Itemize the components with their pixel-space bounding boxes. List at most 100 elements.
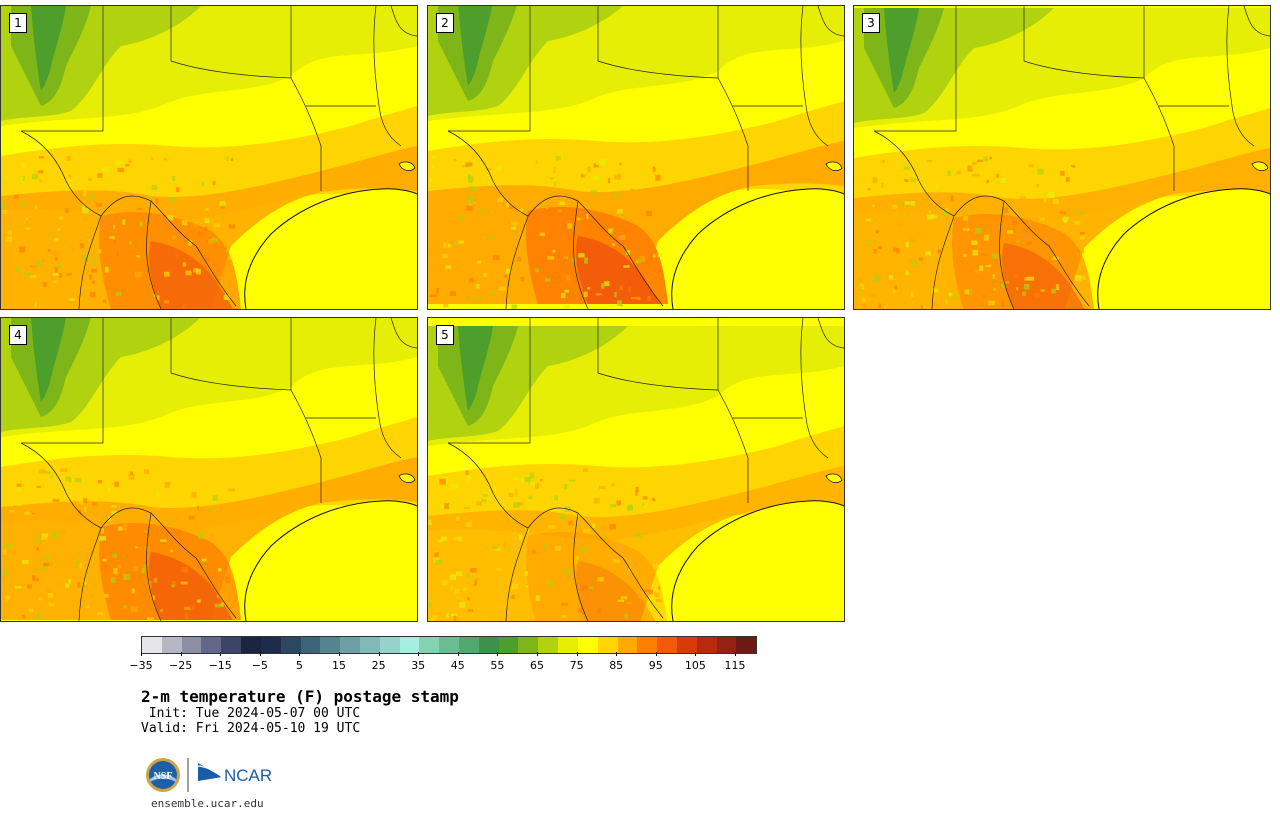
terrain-speckle bbox=[21, 163, 26, 168]
terrain-speckle bbox=[130, 471, 133, 475]
terrain-speckle bbox=[450, 613, 458, 617]
terrain-speckle bbox=[950, 195, 954, 201]
state-border bbox=[1023, 6, 1175, 191]
terrain-speckle bbox=[485, 497, 489, 500]
terrain-speckle bbox=[931, 303, 938, 309]
member-number: 3 bbox=[862, 13, 880, 33]
terrain-speckle bbox=[17, 503, 23, 506]
terrain-speckle bbox=[644, 589, 650, 592]
terrain-speckle bbox=[147, 580, 152, 587]
member-panel-2: 2 bbox=[427, 5, 845, 310]
terrain-speckle bbox=[878, 246, 882, 250]
terrain-speckle bbox=[908, 258, 913, 264]
terrain-speckle bbox=[53, 280, 57, 283]
terrain-speckle bbox=[143, 564, 147, 570]
terrain-speckle bbox=[180, 581, 188, 585]
terrain-speckle bbox=[926, 159, 933, 163]
terrain-speckle bbox=[1016, 287, 1019, 291]
colorbar-segment bbox=[419, 637, 440, 653]
terrain-speckle bbox=[561, 599, 565, 604]
terrain-speckle bbox=[617, 209, 623, 214]
terrain-speckle bbox=[594, 165, 599, 168]
terrain-speckle bbox=[104, 266, 109, 273]
coastline bbox=[244, 188, 417, 309]
terrain-speckle bbox=[194, 520, 198, 525]
terrain-speckle bbox=[188, 516, 195, 520]
terrain-speckle bbox=[1006, 230, 1014, 234]
terrain-speckle bbox=[557, 209, 562, 212]
state-border bbox=[170, 6, 322, 191]
terrain-speckle bbox=[230, 158, 233, 161]
terrain-speckle bbox=[910, 201, 915, 206]
terrain-speckle bbox=[171, 580, 177, 585]
terrain-speckle bbox=[175, 253, 179, 257]
terrain-speckle bbox=[609, 524, 616, 530]
temperature-map bbox=[428, 6, 844, 309]
state-border bbox=[448, 6, 531, 132]
colorbar-segment bbox=[300, 637, 321, 653]
terrain-speckle bbox=[539, 232, 545, 237]
terrain-speckle bbox=[642, 503, 645, 506]
terrain-speckle bbox=[1023, 229, 1028, 233]
terrain-speckle bbox=[432, 615, 438, 619]
terrain-speckle bbox=[198, 231, 204, 236]
terrain-speckle bbox=[515, 488, 518, 495]
terrain-speckle bbox=[577, 217, 583, 221]
terrain-speckle bbox=[948, 292, 953, 297]
colorbar-segment bbox=[558, 637, 578, 653]
terrain-speckle bbox=[620, 228, 625, 232]
terrain-speckle bbox=[467, 609, 473, 612]
terrain-speckle bbox=[446, 612, 449, 618]
state-border bbox=[873, 130, 1090, 307]
terrain-speckle bbox=[16, 488, 22, 493]
terrain-speckle bbox=[91, 268, 97, 273]
terrain-speckle bbox=[1028, 164, 1034, 168]
terrain-speckle bbox=[47, 235, 51, 238]
terrain-speckle bbox=[630, 297, 637, 300]
colorbar-tick bbox=[497, 652, 499, 656]
terrain-speckle bbox=[869, 294, 877, 297]
terrain-speckle bbox=[495, 547, 501, 551]
terrain-speckle bbox=[562, 615, 567, 618]
temperature-band bbox=[458, 326, 493, 411]
temperature-field bbox=[428, 6, 844, 304]
terrain-speckle bbox=[1071, 165, 1076, 168]
terrain-speckle bbox=[457, 536, 462, 542]
terrain-speckle bbox=[512, 477, 520, 481]
terrain-speckle bbox=[636, 161, 641, 167]
terrain-speckle bbox=[467, 176, 474, 183]
terrain-speckle bbox=[89, 274, 93, 280]
gulf-of-mexico bbox=[1097, 188, 1270, 309]
terrain-speckle bbox=[179, 539, 184, 543]
colorbar-tick-label: −5 bbox=[251, 659, 268, 672]
terrain-speckle bbox=[428, 601, 432, 608]
colorbar-segment bbox=[459, 637, 479, 653]
terrain-speckle bbox=[453, 615, 457, 621]
terrain-speckle bbox=[208, 239, 213, 245]
terrain-speckle bbox=[431, 165, 435, 168]
terrain-speckle bbox=[28, 608, 34, 612]
colorbar-segment bbox=[161, 637, 182, 653]
terrain-speckle bbox=[583, 468, 588, 472]
terrain-speckle bbox=[550, 177, 554, 180]
state-border bbox=[390, 6, 417, 37]
terrain-speckle bbox=[114, 163, 118, 168]
terrain-speckle bbox=[135, 255, 141, 258]
terrain-speckle bbox=[193, 223, 198, 227]
state-border bbox=[1243, 6, 1270, 37]
terrain-speckle bbox=[985, 264, 992, 268]
state-border bbox=[573, 512, 589, 621]
terrain-speckle bbox=[437, 539, 443, 542]
coastline bbox=[671, 500, 844, 621]
terrain-speckle bbox=[593, 498, 600, 504]
terrain-speckle bbox=[22, 615, 26, 619]
terrain-speckle bbox=[635, 259, 641, 264]
terrain-speckle bbox=[220, 602, 224, 607]
terrain-speckle bbox=[128, 159, 133, 163]
terrain-speckle bbox=[428, 519, 432, 525]
terrain-speckle bbox=[861, 298, 866, 303]
terrain-speckle bbox=[108, 516, 112, 522]
terrain-speckle bbox=[151, 185, 158, 190]
terrain-speckle bbox=[54, 238, 59, 241]
colorbar-segment bbox=[577, 637, 598, 653]
